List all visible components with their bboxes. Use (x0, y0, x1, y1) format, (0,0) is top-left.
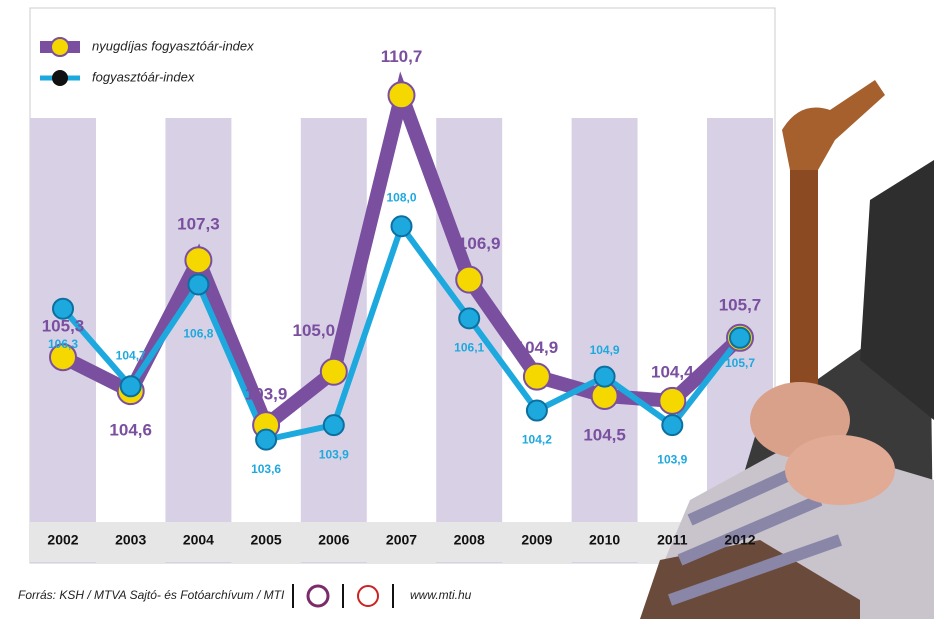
data-point (321, 359, 347, 385)
x-tick-label: 2008 (454, 532, 485, 548)
data-label: 104,9 (590, 343, 620, 357)
data-label: 106,1 (454, 341, 484, 355)
data-point (389, 82, 415, 108)
data-point (662, 415, 682, 435)
data-label: 106,8 (183, 327, 213, 341)
data-label: 104,6 (109, 421, 152, 440)
data-label: 103,6 (251, 462, 281, 476)
x-tick-label: 2011 (657, 532, 688, 548)
data-point (527, 401, 547, 421)
data-point (524, 364, 550, 390)
data-label: 106,3 (48, 337, 78, 351)
data-label: 105,7 (719, 295, 762, 314)
data-point (256, 430, 276, 450)
data-point (459, 308, 479, 328)
data-point (456, 267, 482, 293)
data-label: 108,0 (386, 190, 416, 204)
source: Forrás: KSH / MTVA Sajtó- és Fotóarchívu… (18, 588, 285, 602)
stripe (301, 118, 367, 563)
data-label: 104,7 (116, 348, 146, 362)
data-point (185, 247, 211, 273)
website: www.mti.hu (410, 588, 472, 602)
data-label: 104,9 (516, 338, 559, 357)
x-tick-label: 2003 (115, 532, 146, 548)
x-tick-label: 2007 (386, 532, 417, 548)
data-label: 105,0 (293, 321, 336, 340)
data-point (730, 328, 750, 348)
data-point (392, 216, 412, 236)
data-label: 103,9 (657, 452, 687, 466)
data-label: 106,9 (458, 234, 501, 253)
data-label: 105,3 (42, 317, 85, 336)
x-tick-label: 2002 (47, 532, 78, 548)
data-label: 104,2 (522, 433, 552, 447)
data-label: 105,7 (725, 356, 755, 370)
chart: 105,3 104,6 107,3 103,9 105,0 110,7 106,9 104,9… (0, 0, 934, 619)
x-tick-label: 2005 (251, 532, 282, 548)
data-point (595, 367, 615, 387)
data-label: 103,9 (245, 385, 288, 404)
legend-marker (51, 38, 69, 56)
data-label: 104,4 (651, 362, 694, 381)
logos (293, 584, 393, 608)
x-tick-label: 2006 (318, 532, 349, 548)
x-tick-label: 2010 (589, 532, 620, 548)
legend-marker (52, 70, 68, 86)
data-point (188, 274, 208, 294)
x-tick-label: 2012 (724, 532, 755, 548)
x-tick-label: 2004 (183, 532, 214, 548)
x-tick-label: 2009 (521, 532, 552, 548)
data-point (121, 376, 141, 396)
data-point (324, 415, 344, 435)
stripe (572, 118, 638, 563)
legend-label: fogyasztóár-index (92, 69, 195, 84)
legend-label: nyugdíjas fogyasztóár-index (92, 38, 254, 53)
data-label: 103,9 (319, 447, 349, 461)
data-label: 107,3 (177, 215, 220, 234)
data-point (659, 388, 685, 414)
data-label: 104,5 (583, 425, 626, 444)
data-label: 110,7 (381, 47, 423, 66)
